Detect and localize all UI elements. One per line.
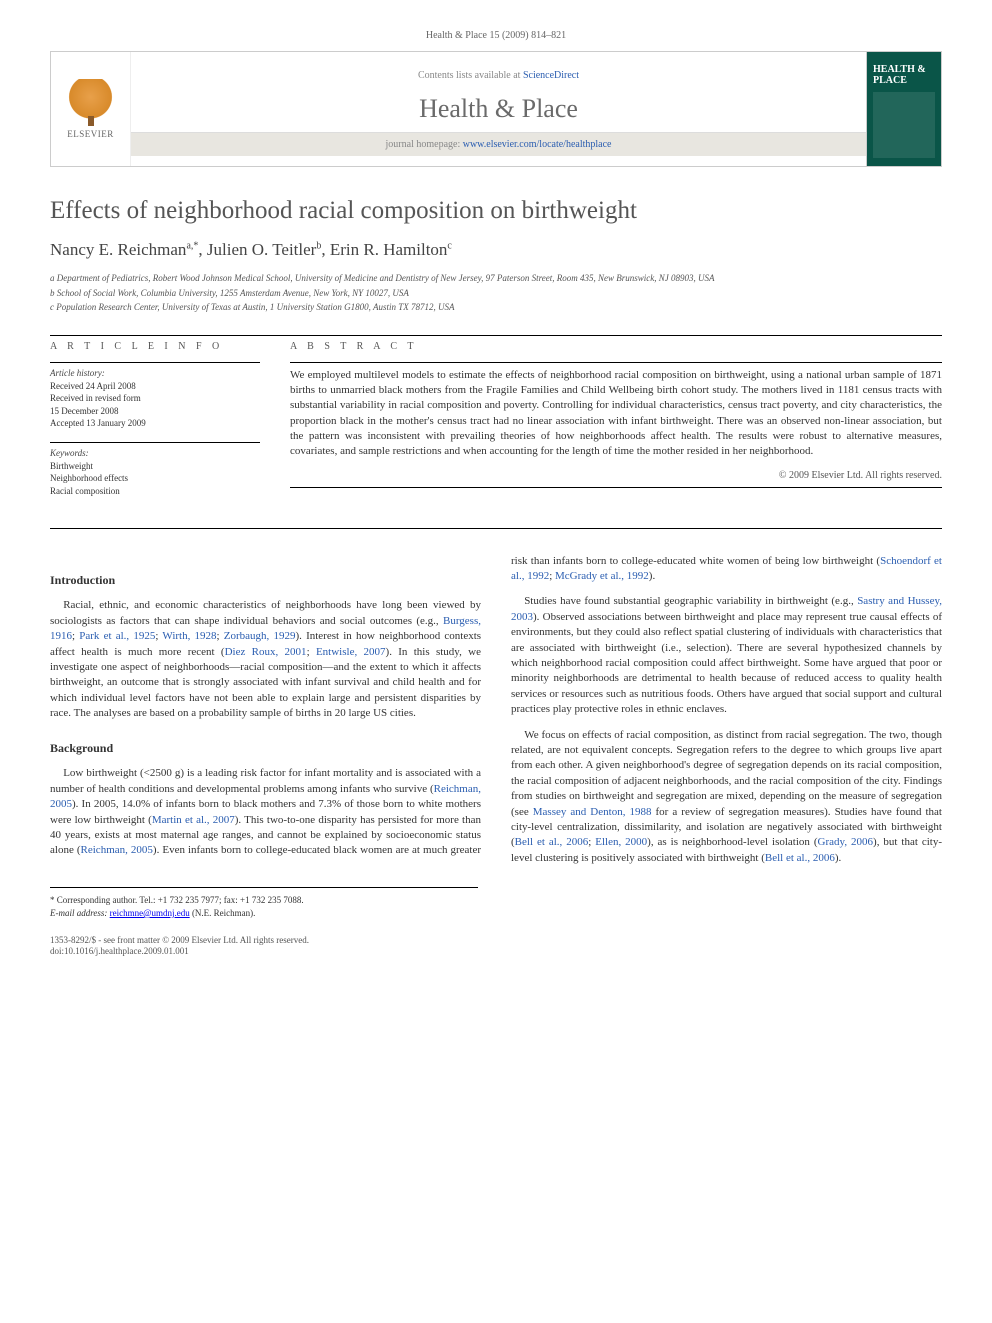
journal-header: ELSEVIER Contents lists available at Sci… (50, 51, 942, 167)
divider (50, 442, 260, 443)
author-sup: b (316, 240, 321, 251)
section-heading-introduction: Introduction (50, 572, 481, 589)
sciencedirect-link[interactable]: ScienceDirect (523, 70, 579, 81)
author: Nancy E. Reichman (50, 240, 186, 259)
author: Erin R. Hamilton (330, 240, 448, 259)
citation-link[interactable]: Wirth, 1928 (162, 630, 216, 642)
abstract: A B S T R A C T We employed multilevel m… (290, 341, 942, 498)
keywords-label: Keywords: (50, 448, 260, 458)
paragraph: Studies have found substantial geographi… (511, 594, 942, 717)
citation-link[interactable]: Bell et al., 2006 (765, 852, 835, 864)
citation-link[interactable]: Bell et al., 2006 (515, 836, 589, 848)
history-line: Accepted 13 January 2009 (50, 417, 260, 430)
keyword: Birthweight (50, 460, 260, 473)
affiliation: a Department of Pediatrics, Robert Wood … (50, 272, 942, 286)
author-sup: a,* (186, 240, 198, 251)
email-link[interactable]: reichmne@umdnj.edu (110, 908, 190, 918)
citation-link[interactable]: Zorbaugh, 1929 (224, 630, 296, 642)
author: Julien O. Teitler (207, 240, 316, 259)
doi-line: doi:10.1016/j.healthplace.2009.01.001 (50, 946, 478, 958)
journal-homepage-link[interactable]: www.elsevier.com/locate/healthplace (463, 139, 612, 150)
homepage-prefix: journal homepage: (386, 139, 463, 150)
publisher-name: ELSEVIER (67, 129, 114, 139)
keyword: Racial composition (50, 485, 260, 498)
history-line: Received in revised form (50, 392, 260, 405)
citation-link[interactable]: Reichman, 2005 (50, 783, 481, 810)
article-info: A R T I C L E I N F O Article history: R… (50, 341, 260, 498)
author-sup: c (447, 240, 451, 251)
citation-link[interactable]: Park et al., 1925 (79, 630, 155, 642)
citation-link[interactable]: Sastry and Hussey, 2003 (511, 595, 942, 622)
divider (50, 362, 260, 363)
divider (50, 335, 942, 336)
paragraph: Racial, ethnic, and economic characteris… (50, 598, 481, 721)
abstract-copyright: © 2009 Elsevier Ltd. All rights reserved… (290, 470, 942, 481)
article-title: Effects of neighborhood racial compositi… (50, 197, 942, 225)
affiliation: b School of Social Work, Columbia Univer… (50, 287, 942, 301)
paragraph: We focus on effects of racial compositio… (511, 728, 942, 867)
citation-link[interactable]: Entwisle, 2007 (316, 646, 386, 658)
email-line: E-mail address: reichmne@umdnj.edu (N.E.… (50, 907, 478, 920)
journal-name: Health & Place (131, 86, 866, 132)
issn-line: 1353-8292/$ - see front matter © 2009 El… (50, 935, 478, 947)
citation-link[interactable]: McGrady et al., 1992 (555, 570, 649, 582)
body-columns: Introduction Racial, ethnic, and economi… (50, 554, 942, 868)
cover-title: HEALTH & PLACE (873, 64, 935, 86)
journal-reference: Health & Place 15 (2009) 814–821 (50, 30, 942, 41)
divider (290, 362, 942, 363)
corresponding-author-note: * Corresponding author. Tel.: +1 732 235… (50, 894, 478, 907)
header-center: Contents lists available at ScienceDirec… (131, 52, 866, 166)
citation-link[interactable]: Ellen, 2000 (595, 836, 647, 848)
abstract-heading: A B S T R A C T (290, 341, 942, 352)
divider (290, 487, 942, 488)
citation-link[interactable]: Massey and Denton, 1988 (533, 806, 652, 818)
citation-link[interactable]: Reichman, 2005 (81, 844, 153, 856)
citation-link[interactable]: Martin et al., 2007 (152, 814, 235, 826)
email-who: (N.E. Reichman). (192, 908, 255, 918)
article-info-heading: A R T I C L E I N F O (50, 341, 260, 352)
front-matter: 1353-8292/$ - see front matter © 2009 El… (50, 935, 478, 958)
keyword: Neighborhood effects (50, 472, 260, 485)
email-label: E-mail address: (50, 908, 107, 918)
info-abstract-row: A R T I C L E I N F O Article history: R… (50, 341, 942, 498)
author-list: Nancy E. Reichmana,*, Julien O. Teitlerb… (50, 240, 942, 260)
citation-link[interactable]: Diez Roux, 2001 (225, 646, 307, 658)
journal-cover-thumbnail: HEALTH & PLACE (866, 52, 941, 166)
affiliation: c Population Research Center, University… (50, 301, 942, 315)
footnotes: * Corresponding author. Tel.: +1 732 235… (50, 887, 478, 919)
contents-prefix: Contents lists available at (418, 70, 523, 81)
history-line: Received 24 April 2008 (50, 380, 260, 393)
cover-body (873, 92, 935, 158)
history-line: 15 December 2008 (50, 405, 260, 418)
abstract-body: We employed multilevel models to estimat… (290, 368, 942, 460)
history-label: Article history: (50, 368, 260, 378)
section-heading-background: Background (50, 740, 481, 757)
divider (50, 528, 942, 529)
contents-available-line: Contents lists available at ScienceDirec… (131, 62, 866, 86)
publisher-logo: ELSEVIER (51, 52, 131, 166)
affiliations: a Department of Pediatrics, Robert Wood … (50, 272, 942, 315)
citation-link[interactable]: Grady, 2006 (818, 836, 873, 848)
journal-homepage-line: journal homepage: www.elsevier.com/locat… (131, 132, 866, 156)
elsevier-tree-icon (68, 79, 113, 124)
